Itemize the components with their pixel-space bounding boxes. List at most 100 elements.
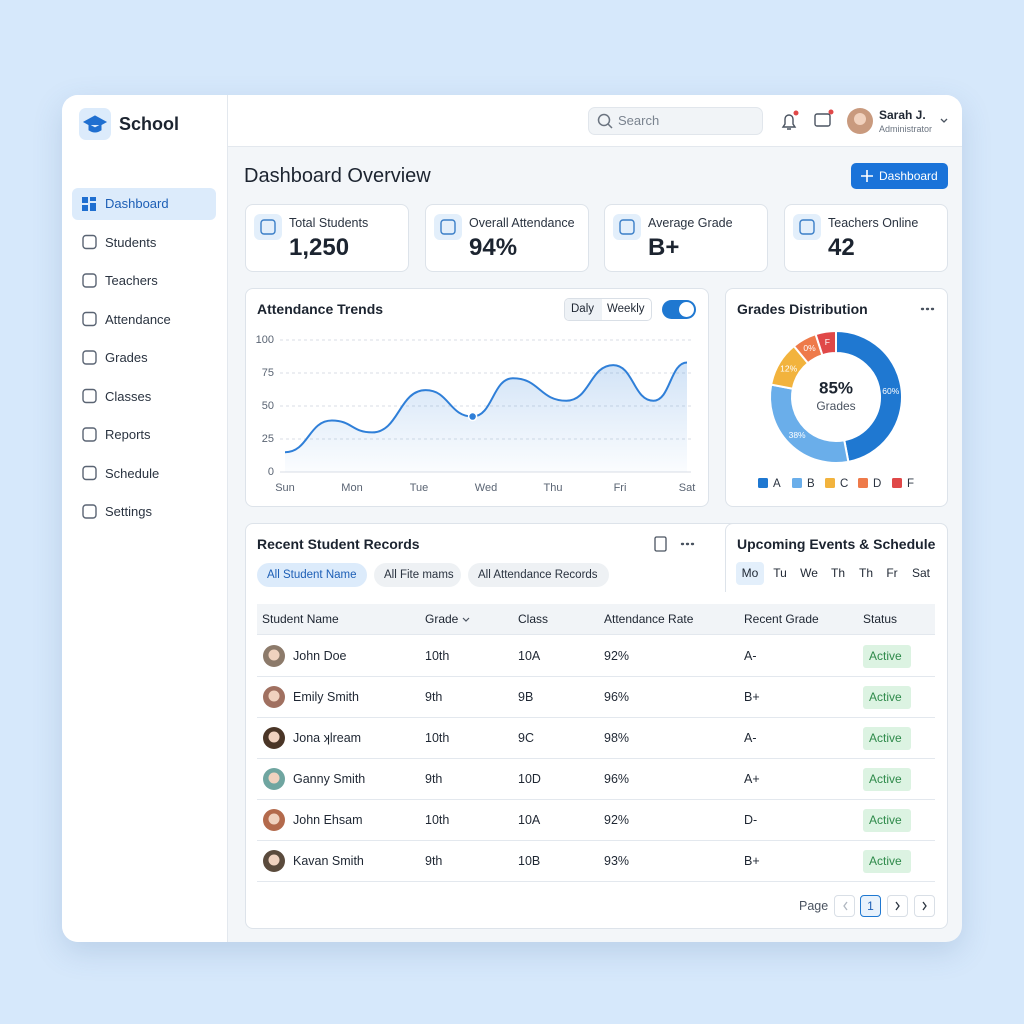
chart-title: Grades Distribution (737, 301, 868, 317)
page-button[interactable] (860, 895, 881, 917)
user-role: Administrator (879, 124, 933, 134)
cell: 9C (518, 731, 534, 745)
cell: 9th (425, 690, 443, 704)
filter-chip[interactable] (374, 563, 461, 587)
filter-label: All Student Name (267, 569, 357, 581)
nav-label: Attendance (105, 311, 171, 327)
day-label: Th (830, 566, 845, 580)
day-tab[interactable] (736, 562, 764, 585)
table-row (257, 759, 935, 800)
stat-icon (793, 214, 821, 240)
page-title: Dashboard Overview (244, 165, 431, 187)
toggle-knob (679, 302, 694, 317)
status-badge (863, 727, 911, 750)
stat-icon (613, 214, 641, 240)
nav-label: Teachers (105, 273, 158, 288)
cell: D- (744, 813, 758, 827)
stat-value: 94% (469, 234, 518, 261)
nav-label: Settings (105, 504, 152, 519)
cell: 96% (604, 690, 630, 704)
table-row (257, 677, 935, 718)
records-title: Recent Student Records (257, 536, 420, 552)
brand-icon (79, 108, 111, 140)
nav-label: Dashboard (105, 196, 169, 211)
page-current: 1 (867, 899, 874, 913)
nav-label: Schedule (105, 465, 160, 481)
table-row (257, 718, 935, 759)
page-button[interactable] (914, 895, 935, 917)
filter-label: All Attendance Records (478, 569, 598, 581)
cell: 10th (425, 649, 450, 663)
cell: A- (744, 649, 757, 663)
nav-item[interactable] (72, 188, 216, 220)
column-header: Status (863, 612, 898, 626)
search-box[interactable] (588, 107, 763, 135)
table-row (257, 800, 935, 841)
table-header (257, 604, 935, 635)
stat-value: B+ (648, 234, 680, 261)
stat-icon (434, 214, 462, 240)
cell: Kavan Smith (293, 854, 364, 868)
cell: 10th (425, 731, 450, 745)
cell: A- (744, 731, 757, 745)
filter-chip[interactable] (468, 563, 609, 587)
page-button[interactable] (887, 895, 908, 917)
cell: B+ (744, 690, 760, 704)
day-label: We (800, 566, 818, 580)
segment[interactable] (565, 299, 602, 320)
day-label: Th (858, 566, 873, 580)
status-badge (863, 768, 911, 791)
segment-label: Weekly (607, 303, 645, 315)
table-row (257, 636, 935, 677)
cell: John Ehsam (293, 813, 363, 827)
nav-label: Classes (105, 388, 152, 404)
cell: A+ (744, 772, 760, 786)
table-row (257, 841, 935, 882)
status-badge (863, 645, 911, 668)
status-label: Active (869, 772, 902, 786)
cell: John Doe (293, 649, 347, 663)
nav-label: Grades (105, 350, 148, 365)
stat-value: 1,250 (289, 234, 350, 261)
status-label: Active (869, 813, 902, 827)
column-header: Attendance Rate (604, 612, 694, 626)
status-badge (863, 850, 911, 873)
filter-label: All Fite mams (384, 569, 454, 581)
segment-label: Daly (571, 303, 595, 315)
cell: 10B (518, 854, 541, 868)
status-label: Active (869, 854, 902, 868)
cell: Ganny Smith (293, 772, 366, 786)
stat-label: Total Students (289, 216, 369, 230)
cell: B+ (744, 854, 760, 868)
cell: 10A (518, 649, 541, 663)
nav-label: Reports (105, 427, 151, 442)
stat-icon (254, 214, 282, 240)
column-header: Student Name (262, 612, 339, 626)
user-name: Sarah J. (879, 108, 926, 122)
status-badge (863, 686, 911, 709)
stat-value: 42 (828, 234, 855, 261)
events-card (725, 523, 948, 592)
events-title: Upcoming Events & Schedule (737, 536, 936, 552)
cell: Emily Smith (293, 690, 359, 704)
column-header: Grade (425, 612, 459, 626)
status-label: Active (869, 690, 902, 704)
chart-title: Attendance Trends (257, 301, 384, 317)
page-button[interactable] (834, 895, 855, 917)
status-badge (863, 809, 911, 832)
cell: 9th (425, 772, 443, 786)
stat-label: Overall Attendance (469, 216, 575, 230)
day-label: Tu (773, 566, 787, 580)
status-label: Active (869, 649, 902, 663)
day-label: Sat (911, 566, 930, 580)
column-header: Class (518, 612, 549, 626)
card (725, 288, 948, 507)
filter-chip[interactable] (257, 563, 367, 587)
page-label: Page (799, 899, 829, 913)
cell: 96% (604, 772, 630, 786)
cell: 9th (425, 854, 443, 868)
cell: 10D (518, 772, 541, 786)
nav-label: Students (105, 234, 157, 250)
